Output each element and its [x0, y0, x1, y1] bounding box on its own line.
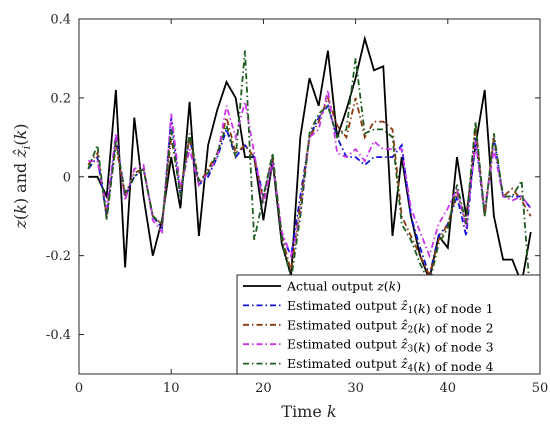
series-group	[87, 35, 532, 304]
x-tick-label: 30	[347, 381, 364, 396]
legend-label: Actual output z(k)	[286, 279, 401, 294]
legend-box	[236, 274, 541, 375]
x-tick-label: 50	[532, 381, 549, 396]
x-axis-label: Time k	[281, 402, 336, 421]
legend-label: Estimated output ẑ1(k) of node 1	[287, 298, 494, 316]
y-tick-label: 0	[63, 170, 71, 185]
y-tick-label: -0.4	[46, 328, 71, 343]
svg-text:Time k: Time k	[281, 402, 336, 421]
legend-label: Estimated output ẑ3(k) of node 3	[287, 337, 494, 355]
series-line-2	[87, 103, 532, 279]
y-tick-label: -0.2	[46, 249, 71, 264]
series-line-5	[87, 50, 532, 304]
y-tick-label: 0.2	[50, 91, 71, 106]
x-tick-label: 10	[163, 381, 180, 396]
legend-label: Estimated output ẑ2(k) of node 2	[287, 317, 494, 335]
series-line-4	[88, 89, 532, 259]
x-tick-label: 0	[75, 381, 83, 396]
x-tick-label: 20	[255, 381, 272, 396]
svg-text:z(k) and ẑi(k): z(k) and ẑi(k)	[11, 123, 33, 229]
y-axis-label: z(k) and ẑi(k)	[11, 123, 33, 229]
legend: Actual output z(k) Estimated output ẑ1(k)…	[236, 274, 541, 375]
x-tick-label: 40	[440, 381, 457, 396]
legend-label: Estimated output ẑ4(k) of node 4	[287, 356, 494, 374]
y-tick-label: 0.4	[50, 13, 71, 28]
